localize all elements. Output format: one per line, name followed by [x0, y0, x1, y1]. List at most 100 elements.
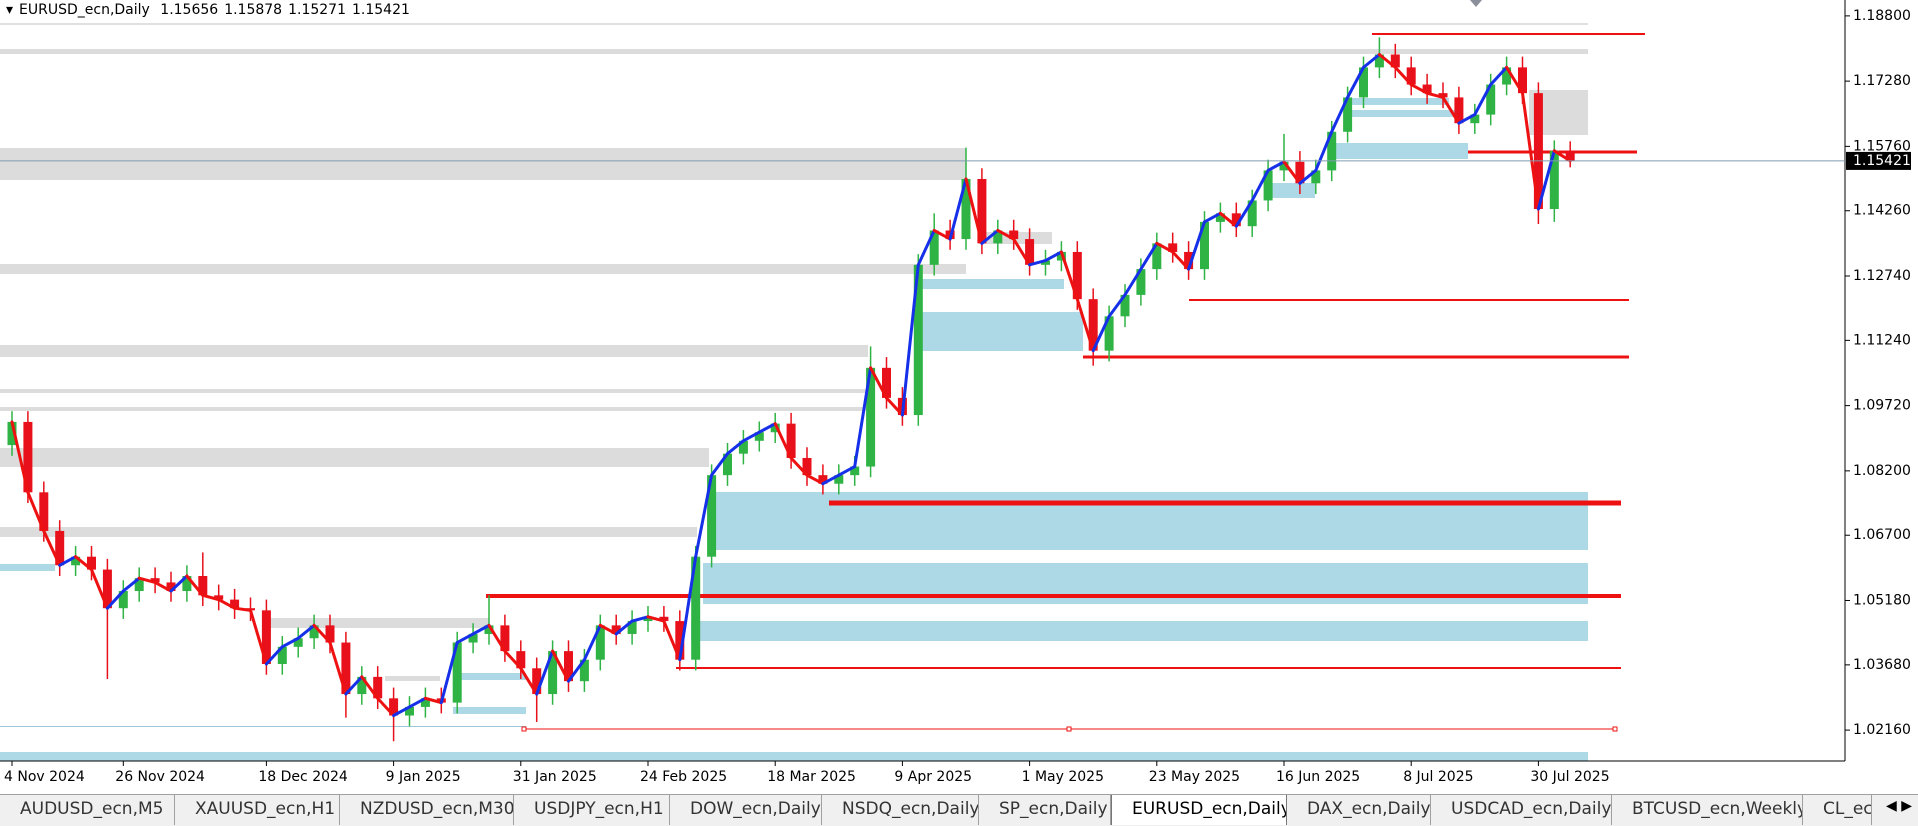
candle-body — [1470, 114, 1480, 124]
candle-body — [325, 625, 335, 643]
chart: 1.18800 1.17280 1.15760 1.14260 1.12740 1.112… — [0, 0, 1911, 785]
chart-tab[interactable]: DOW_ecn,Daily — [670, 795, 822, 825]
candle-body — [1311, 170, 1321, 184]
x-tick-label: 24 Feb 2025 — [640, 769, 727, 785]
trend-line — [153, 580, 173, 593]
chart-tab[interactable]: NZDUSD_ecn,M30 — [340, 795, 514, 825]
trend-line — [694, 473, 714, 559]
candle-body — [87, 556, 96, 570]
candle-body — [71, 556, 81, 566]
candle-body — [1359, 67, 1368, 98]
chart-tab[interactable]: EURUSD_ecn,Daily — [1111, 795, 1287, 825]
candle-body — [611, 625, 621, 634]
chart-tab[interactable]: SP_ecn,Daily — [979, 795, 1111, 825]
candle-body — [1518, 67, 1527, 94]
candle-body — [198, 576, 208, 596]
candle-body — [1025, 239, 1035, 265]
level-handle — [521, 726, 527, 732]
y-tick-label: 1.12740 — [1853, 268, 1911, 284]
chart-tab[interactable]: DAX_ecn,Daily — [1287, 795, 1431, 825]
candle-body — [754, 432, 764, 441]
level-handle — [1612, 726, 1618, 732]
chart-tab[interactable]: USDCAD_ecn,Daily — [1431, 795, 1612, 825]
candle-body — [1279, 161, 1289, 171]
trend-line — [328, 641, 348, 696]
candle-body — [643, 616, 653, 622]
chart-tab[interactable]: CL_ec — [1803, 795, 1872, 825]
trend-line — [26, 490, 46, 533]
candle-body — [850, 466, 860, 476]
zone — [0, 527, 697, 537]
candle-body — [118, 591, 128, 609]
candle-body — [7, 421, 17, 446]
trend-line — [121, 576, 141, 593]
trend-line — [10, 420, 30, 494]
trend-line — [916, 228, 936, 267]
trend-line — [1059, 250, 1079, 301]
trend-line — [487, 623, 507, 653]
trend-line — [423, 696, 443, 705]
candle-body — [1295, 161, 1305, 184]
menu-arrow[interactable]: ▾ — [6, 2, 14, 18]
trend-line — [885, 396, 904, 417]
candle-body — [1072, 251, 1082, 300]
chart-tab[interactable]: NSDQ_ecn,Daily — [822, 795, 979, 825]
candle-body — [55, 530, 65, 566]
candle-body — [738, 440, 748, 454]
zone — [263, 618, 489, 628]
trend-line — [233, 606, 252, 612]
candle-body — [293, 638, 303, 647]
trend-line — [1457, 113, 1477, 125]
chart-tab[interactable]: USDJPY_ecn,H1 — [514, 795, 670, 825]
candle-body — [150, 578, 160, 583]
zone — [1272, 183, 1315, 198]
candle-body — [786, 423, 796, 458]
candle-body — [452, 642, 462, 703]
candle-body — [341, 642, 351, 695]
trend-line — [264, 645, 284, 666]
candle-body — [723, 453, 732, 476]
candle-body — [627, 621, 637, 634]
candle-body — [468, 633, 478, 643]
trend-line — [137, 576, 157, 584]
trend-line — [312, 623, 332, 645]
trend-line — [932, 228, 952, 241]
candle-body — [1263, 170, 1273, 201]
trend-line — [773, 422, 793, 460]
zone — [917, 279, 1064, 289]
trend-line — [980, 228, 1000, 245]
x-tick-label: 18 Dec 2024 — [258, 769, 348, 785]
candle-body — [707, 475, 717, 557]
candle-body — [1438, 93, 1448, 98]
zone — [0, 148, 966, 180]
trend-line — [455, 632, 475, 645]
x-tick-label: 9 Apr 2025 — [894, 769, 972, 785]
chart-tab[interactable]: XAUUSD_ecn,H1 — [175, 795, 340, 825]
candle-body — [1184, 251, 1194, 270]
chart-tab[interactable]: AUDUSD_ecn,M5 — [0, 795, 175, 825]
candle-body — [1009, 230, 1019, 240]
x-tick-label: 26 Nov 2024 — [115, 769, 205, 785]
trend-line — [741, 430, 761, 443]
zone — [0, 407, 868, 411]
trend-line — [408, 696, 427, 709]
candle-body — [516, 651, 526, 669]
trend-line — [837, 465, 857, 477]
plot — [7, 37, 1575, 742]
trend-line — [1552, 149, 1572, 163]
trend-line — [1377, 53, 1397, 69]
y-tick-label: 1.09720 — [1853, 398, 1911, 414]
chart-tab[interactable]: BTCUSD_ecn,Weekly — [1612, 795, 1803, 825]
zone — [1333, 143, 1468, 159]
candle-body — [261, 610, 271, 664]
candle-body — [134, 578, 144, 592]
trend-line — [105, 589, 125, 610]
candle-body — [23, 421, 33, 493]
trend-line — [1187, 220, 1206, 271]
trend-line — [1044, 250, 1063, 263]
candle-body — [564, 651, 573, 682]
tab-scroll[interactable]: ◀ ▶ — [1886, 798, 1912, 814]
level-handle — [1066, 726, 1072, 732]
candle-body — [1502, 67, 1512, 85]
candle-body — [1374, 54, 1384, 68]
